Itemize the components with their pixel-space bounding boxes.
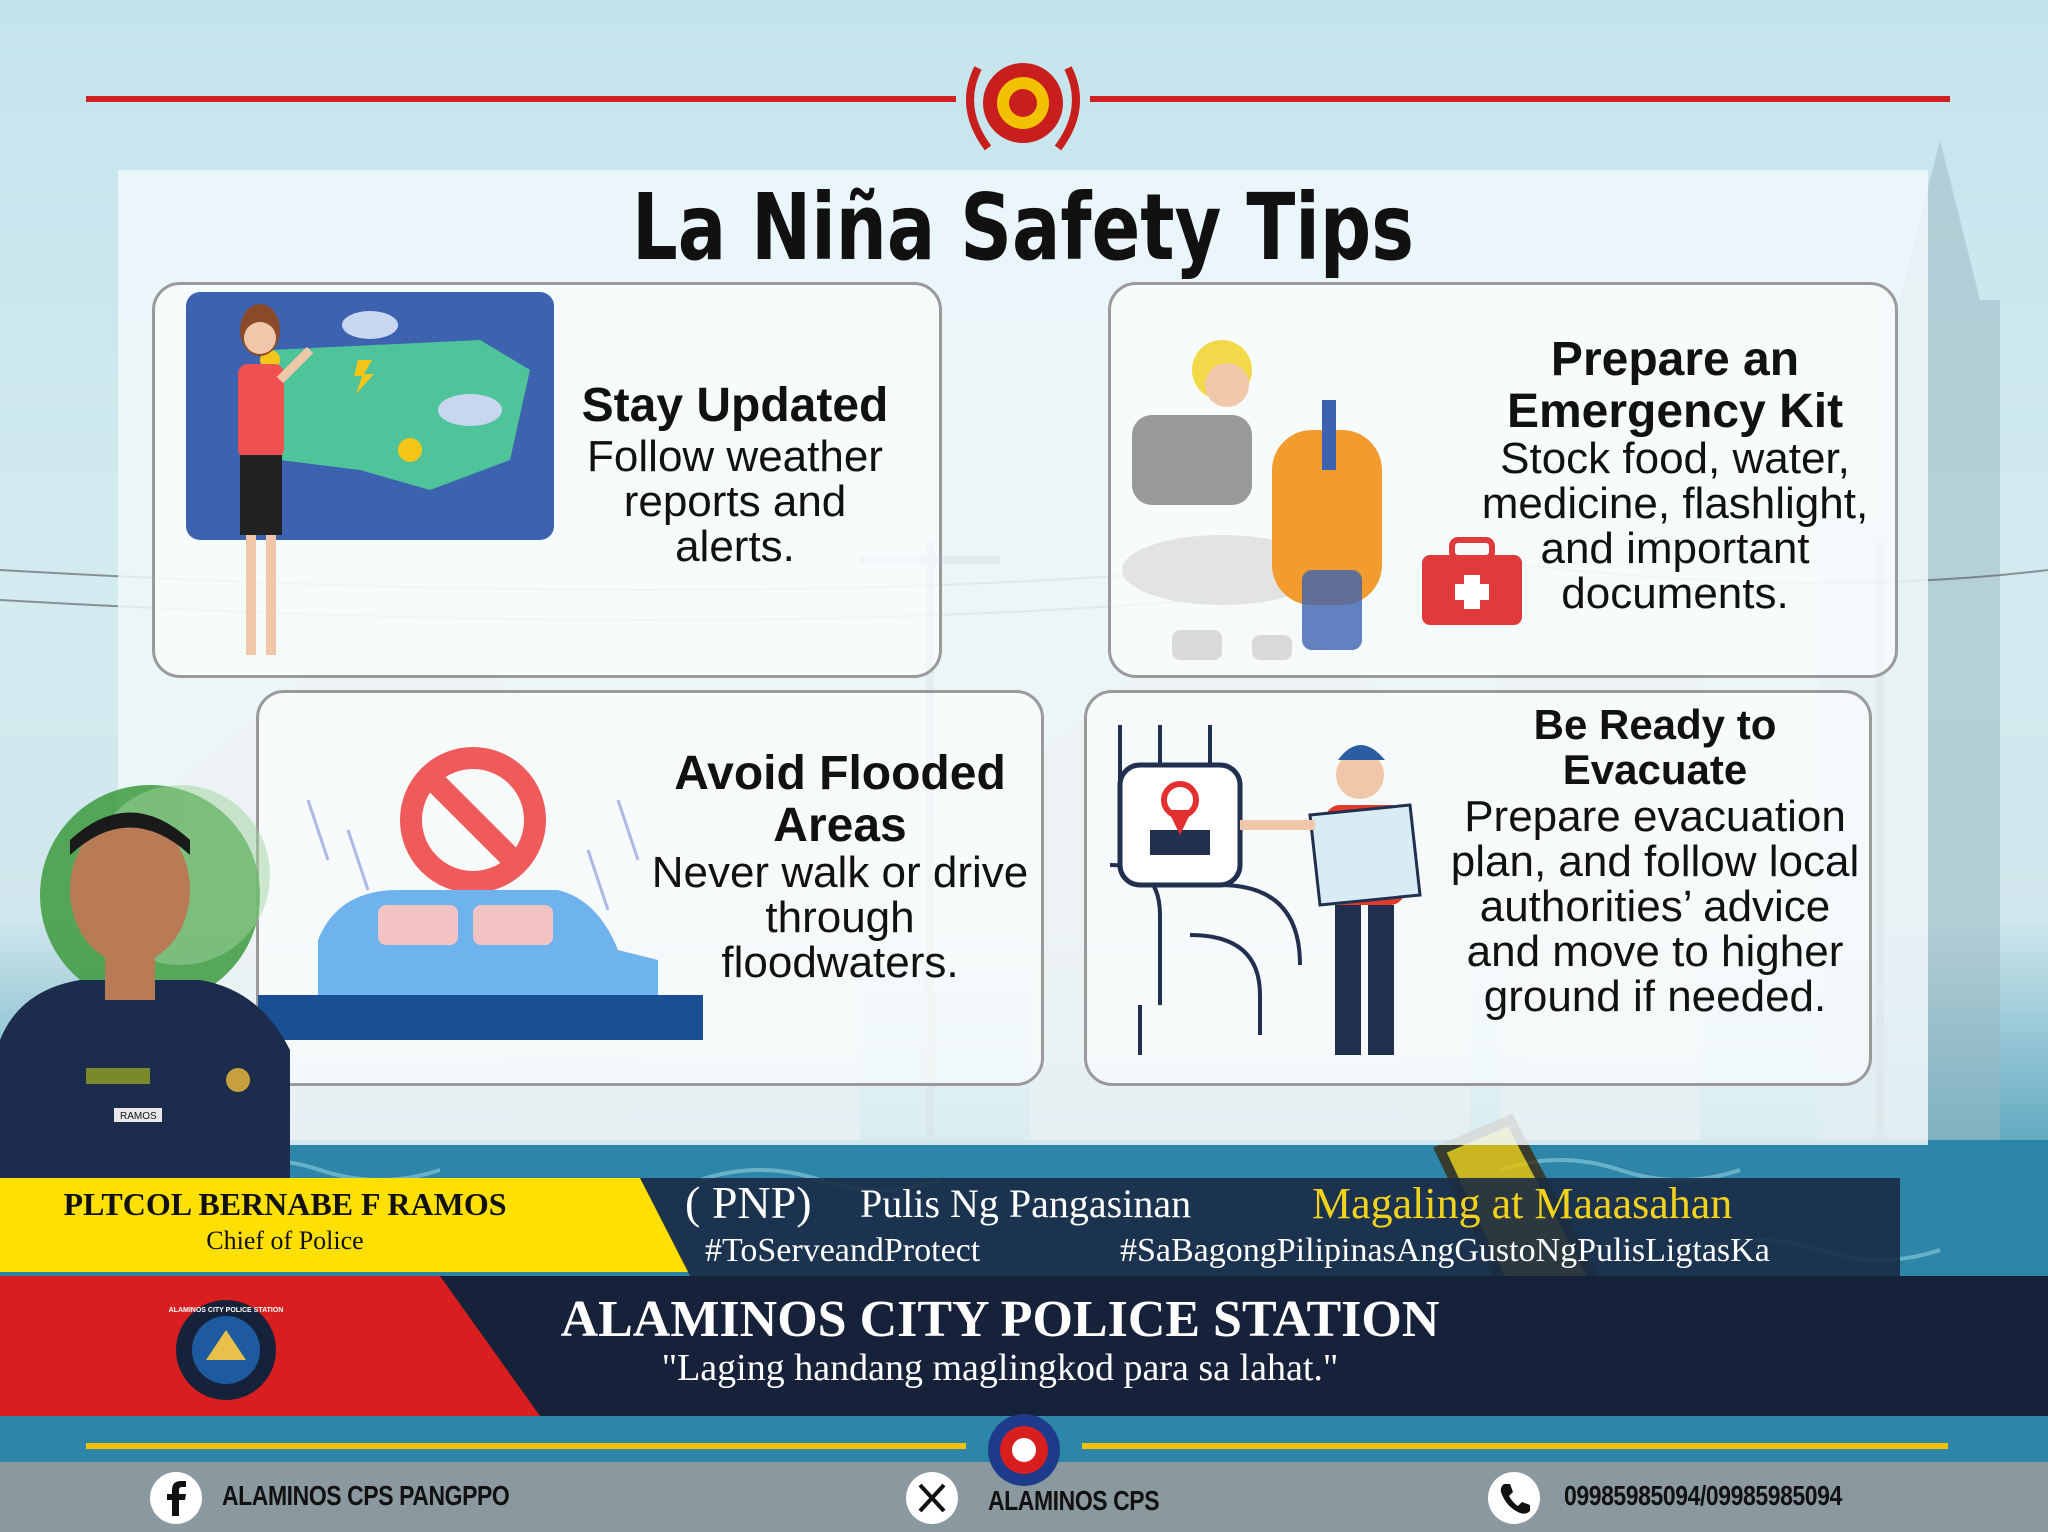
hashtag-ligtas: #SaBagongPilipinasAngGustoNgPulisLigtasK… (1120, 1232, 1770, 1269)
slogan-line: Pulis Ng Pangasinan (860, 1181, 1192, 1226)
x-icon[interactable] (904, 1470, 960, 1526)
header-rule-left (86, 96, 956, 102)
tip-title-stay-updated: Stay Updated (581, 379, 889, 432)
station-name: ALAMINOS CITY POLICE STATION (560, 1291, 1440, 1348)
first-aid-kit-icon (1422, 537, 1522, 625)
x-handle[interactable]: ALAMINOS CPS (988, 1485, 1160, 1516)
tip-body-evacuate: Prepare evacuation plan, and follow loca… (1450, 792, 1860, 1021)
slogan-motto: Magaling at Maaasahan (1312, 1179, 1733, 1228)
officer-position: Chief of Police (206, 1226, 364, 1255)
evacuation-map-illustration (1109, 725, 1422, 1055)
pnp-seal-icon (966, 63, 1080, 151)
facebook-handle[interactable]: ALAMINOS CPS PANGPPO (222, 1480, 510, 1511)
tip-body-avoid-flooded: Never walk or drive through floodwaters. (651, 848, 1029, 987)
station-seal-icon: ALAMINOS CITY POLICE STATION (168, 1292, 284, 1408)
no-entry-icon (400, 747, 546, 893)
station-tagline: "Laging handang maglingkod para sa lahat… (661, 1347, 1339, 1389)
tip-title-emergency-kit: Prepare an Emergency Kit (1506, 333, 1844, 438)
phone-number[interactable]: 09985985094/09985985094 (1564, 1480, 1842, 1511)
officer-name: PLTCOL BERNABE F RAMOS (63, 1186, 507, 1222)
pnp-label: ( PNP) (685, 1177, 812, 1228)
emergency-kit-illustration (1122, 340, 1522, 660)
tip-body-stay-updated: Follow weather reports and alerts. (587, 432, 883, 571)
facebook-icon[interactable] (148, 1470, 204, 1526)
weather-report-illustration (186, 292, 554, 655)
map-pin-icon (1161, 781, 1199, 835)
officer-banner (0, 1178, 690, 1272)
nameplate: RAMOS (120, 1111, 157, 1122)
header-rule-right (1090, 96, 1950, 102)
tip-body-emergency-kit: Stock food, water, medicine, flashlight,… (1481, 434, 1869, 618)
footer-rule-left (86, 1443, 966, 1449)
footer-rule-right (1082, 1443, 1948, 1449)
tip-title-evacuate: Be Ready to Evacuate (1533, 701, 1777, 793)
tip-card-evacuate (1084, 690, 1872, 1086)
regional-seal-icon (988, 1414, 1060, 1486)
phone-icon[interactable] (1486, 1470, 1542, 1526)
svg-text:ALAMINOS CITY POLICE STATION: ALAMINOS CITY POLICE STATION (169, 1307, 284, 1314)
flooded-car-illustration (258, 747, 703, 1040)
hashtag-serve: #ToServeandProtect (705, 1232, 981, 1269)
tip-title-avoid-flooded: Avoid Flooded Areas (674, 747, 1006, 852)
page-title: La Niña Safety Tips (632, 174, 1414, 281)
officer-photo: RAMOS (0, 785, 290, 1180)
